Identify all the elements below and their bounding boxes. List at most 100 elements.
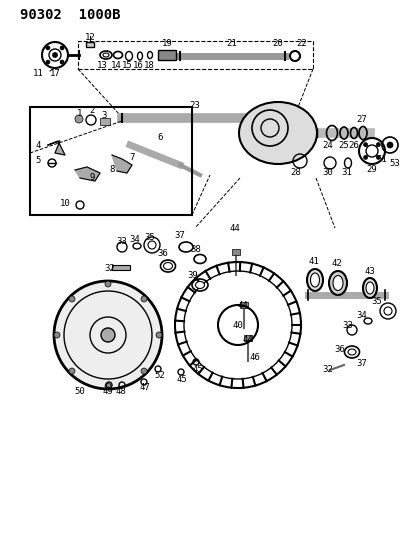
Circle shape bbox=[386, 142, 392, 148]
Text: 36: 36 bbox=[334, 345, 344, 354]
Text: 15: 15 bbox=[121, 61, 132, 69]
Bar bbox=[112, 265, 130, 270]
Ellipse shape bbox=[310, 273, 319, 287]
Text: 35: 35 bbox=[144, 232, 155, 241]
Polygon shape bbox=[112, 155, 132, 173]
Text: 12: 12 bbox=[84, 33, 95, 42]
Ellipse shape bbox=[306, 269, 322, 291]
Bar bbox=[158, 50, 176, 60]
Text: 47: 47 bbox=[139, 384, 150, 392]
Text: 43: 43 bbox=[364, 266, 375, 276]
Circle shape bbox=[69, 296, 75, 302]
Circle shape bbox=[375, 143, 380, 147]
Text: 51: 51 bbox=[376, 155, 387, 164]
Text: 29: 29 bbox=[366, 165, 377, 174]
Ellipse shape bbox=[163, 262, 172, 270]
Text: 16: 16 bbox=[132, 61, 143, 69]
Text: 17: 17 bbox=[50, 69, 60, 77]
Text: 6: 6 bbox=[157, 133, 162, 141]
Text: 49: 49 bbox=[102, 387, 113, 397]
Ellipse shape bbox=[195, 281, 204, 288]
Text: 28: 28 bbox=[290, 167, 301, 176]
Text: 5: 5 bbox=[35, 156, 40, 165]
Text: 22: 22 bbox=[296, 38, 306, 47]
Text: 50: 50 bbox=[74, 386, 85, 395]
Text: 8: 8 bbox=[109, 165, 114, 174]
Circle shape bbox=[105, 383, 111, 389]
Circle shape bbox=[101, 328, 115, 342]
Text: 21: 21 bbox=[226, 38, 237, 47]
Bar bbox=[243, 335, 252, 341]
Text: 38: 38 bbox=[190, 245, 201, 254]
Text: 13: 13 bbox=[96, 61, 107, 69]
Text: 26: 26 bbox=[348, 141, 358, 149]
Circle shape bbox=[75, 115, 83, 123]
Text: 40: 40 bbox=[232, 320, 243, 329]
Polygon shape bbox=[48, 141, 65, 155]
Text: 39: 39 bbox=[187, 271, 198, 279]
Text: 52: 52 bbox=[154, 372, 165, 381]
Text: 42: 42 bbox=[331, 259, 342, 268]
Text: 45: 45 bbox=[176, 376, 187, 384]
Circle shape bbox=[60, 46, 64, 50]
Ellipse shape bbox=[347, 349, 355, 355]
Circle shape bbox=[54, 332, 60, 338]
Text: 4: 4 bbox=[35, 141, 40, 149]
Circle shape bbox=[141, 368, 147, 374]
Bar bbox=[231, 249, 240, 255]
Bar bbox=[100, 118, 110, 125]
Circle shape bbox=[46, 60, 50, 64]
Bar bbox=[240, 302, 247, 308]
Text: 48: 48 bbox=[115, 387, 126, 397]
Circle shape bbox=[105, 281, 111, 287]
Text: 44: 44 bbox=[242, 335, 253, 343]
Ellipse shape bbox=[362, 278, 376, 298]
Circle shape bbox=[363, 155, 367, 159]
Text: 46: 46 bbox=[249, 353, 260, 362]
Text: 32: 32 bbox=[322, 366, 332, 375]
Text: 11: 11 bbox=[33, 69, 43, 77]
Circle shape bbox=[156, 332, 161, 338]
Text: 24: 24 bbox=[322, 141, 332, 149]
Bar bbox=[86, 42, 94, 47]
Text: 27: 27 bbox=[356, 115, 366, 124]
Text: 23: 23 bbox=[189, 101, 200, 109]
Text: 18: 18 bbox=[143, 61, 154, 69]
Text: 44: 44 bbox=[237, 301, 248, 310]
Text: 44: 44 bbox=[229, 223, 240, 232]
Circle shape bbox=[363, 143, 367, 147]
Circle shape bbox=[54, 281, 161, 389]
Text: 35: 35 bbox=[371, 296, 382, 305]
Text: 37: 37 bbox=[174, 230, 185, 239]
Text: 25: 25 bbox=[338, 141, 349, 149]
Text: 7: 7 bbox=[129, 152, 134, 161]
Text: 53: 53 bbox=[389, 158, 399, 167]
Text: 41: 41 bbox=[308, 256, 318, 265]
Circle shape bbox=[69, 368, 75, 374]
Text: 33: 33 bbox=[342, 320, 353, 329]
Bar bbox=[78, 41, 312, 69]
Text: 30: 30 bbox=[322, 167, 332, 176]
Text: 34: 34 bbox=[356, 311, 366, 320]
Text: 9: 9 bbox=[89, 173, 95, 182]
Ellipse shape bbox=[365, 282, 373, 294]
Text: 31: 31 bbox=[341, 167, 351, 176]
Polygon shape bbox=[75, 167, 100, 181]
Text: 37: 37 bbox=[356, 359, 366, 367]
Text: 10: 10 bbox=[59, 198, 70, 207]
Text: 19: 19 bbox=[161, 38, 172, 47]
Text: 2: 2 bbox=[89, 106, 95, 115]
Circle shape bbox=[375, 155, 380, 159]
Text: 36: 36 bbox=[157, 248, 168, 257]
Text: 34: 34 bbox=[129, 235, 140, 244]
Ellipse shape bbox=[328, 271, 346, 295]
Text: 14: 14 bbox=[110, 61, 121, 69]
Ellipse shape bbox=[332, 276, 342, 290]
Bar bbox=[30, 107, 192, 215]
Text: 1: 1 bbox=[77, 109, 83, 117]
Text: 33: 33 bbox=[116, 237, 127, 246]
Circle shape bbox=[52, 52, 57, 58]
Text: 3: 3 bbox=[101, 110, 107, 119]
Circle shape bbox=[141, 296, 147, 302]
Text: 45: 45 bbox=[192, 366, 203, 375]
